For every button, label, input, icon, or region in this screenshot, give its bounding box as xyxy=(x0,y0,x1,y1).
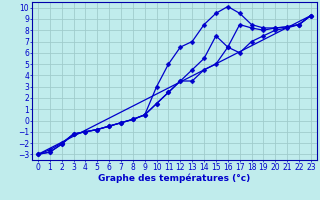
X-axis label: Graphe des températures (°c): Graphe des températures (°c) xyxy=(98,173,251,183)
